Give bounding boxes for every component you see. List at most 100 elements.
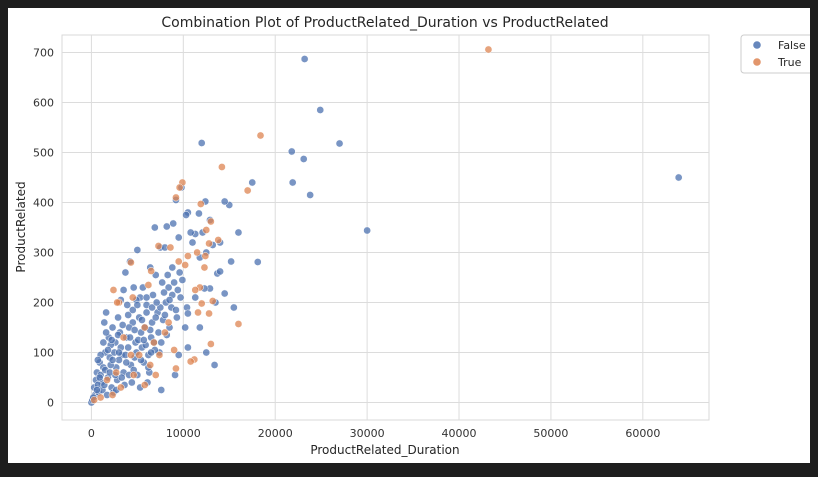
data-point-false	[151, 313, 160, 322]
data-point-false	[184, 309, 192, 318]
data-point-true	[170, 346, 178, 354]
data-point-false	[172, 306, 180, 314]
data-point-true	[193, 248, 201, 257]
data-point-true	[205, 309, 213, 318]
data-point-true	[243, 186, 252, 195]
data-point-false	[108, 323, 117, 332]
y-tick-label: 500	[33, 147, 54, 160]
legend-label-false: False	[778, 39, 806, 52]
data-point-false	[147, 348, 155, 357]
data-point-true	[108, 391, 117, 399]
y-tick-label: 0	[47, 397, 54, 410]
data-point-false	[142, 308, 151, 317]
data-point-false	[287, 147, 296, 156]
data-point-false	[128, 306, 137, 314]
data-point-false	[152, 298, 161, 307]
data-point-false	[169, 219, 178, 228]
x-tick-labels: 0 10000 20000 30000 40000 50000 60000	[88, 427, 660, 440]
data-point-true	[181, 261, 190, 269]
data-point-true	[175, 183, 184, 192]
data-point-true	[172, 193, 180, 202]
data-point-false	[160, 288, 168, 297]
legend-marker-true	[753, 58, 761, 66]
data-point-false	[154, 328, 163, 337]
data-point-true	[186, 357, 195, 366]
data-point-false	[130, 326, 139, 334]
data-point-false	[197, 139, 206, 147]
data-point-true	[128, 293, 137, 302]
data-point-false	[175, 268, 184, 277]
data-point-false	[181, 323, 190, 332]
data-point-false	[102, 308, 110, 317]
data-point-false	[118, 321, 127, 329]
data-point-true	[214, 236, 223, 244]
data-point-true	[96, 393, 105, 402]
x-axis-label: ProductRelated_Duration	[310, 443, 459, 457]
data-point-false	[168, 263, 177, 272]
data-point-false	[299, 155, 308, 163]
data-point-true	[154, 242, 163, 250]
data-point-false	[316, 106, 325, 114]
data-point-false	[170, 278, 178, 287]
y-tick-label: 200	[33, 297, 54, 310]
data-point-false	[234, 228, 243, 237]
chart-title: Combination Plot of ProductRelated_Durat…	[161, 15, 608, 31]
x-tick-label: 10000	[166, 427, 201, 440]
data-point-false	[674, 173, 683, 182]
data-point-true	[164, 318, 173, 327]
data-point-true	[234, 320, 243, 328]
y-tick-labels: 0 100 200 300 400 500 600 700	[33, 47, 54, 410]
data-point-true	[172, 364, 180, 373]
data-point-false	[127, 378, 136, 387]
data-point-true	[103, 376, 111, 384]
data-point-false	[174, 351, 183, 359]
data-points	[87, 45, 683, 407]
data-point-true	[119, 333, 128, 342]
data-point-false	[142, 293, 151, 302]
data-point-true	[127, 258, 135, 267]
y-axis-label: ProductRelated	[14, 181, 28, 272]
data-point-true	[205, 239, 213, 248]
data-point-true	[161, 328, 169, 337]
data-point-true	[218, 163, 226, 171]
data-point-false	[220, 197, 229, 206]
data-point-false	[93, 386, 101, 394]
data-point-true	[140, 323, 149, 332]
data-point-false	[124, 343, 133, 352]
data-point-false	[196, 323, 204, 332]
data-point-false	[157, 338, 166, 347]
data-point-false	[158, 278, 167, 287]
data-point-false	[157, 386, 166, 394]
data-point-false	[176, 293, 185, 302]
data-point-true	[197, 299, 206, 308]
data-point-true	[155, 351, 164, 359]
data-point-false	[210, 361, 219, 369]
legend: False True	[740, 34, 814, 74]
data-point-false	[162, 222, 171, 231]
data-point-true	[90, 396, 99, 404]
x-tick-label: 0	[88, 427, 95, 440]
x-tick-label: 60000	[625, 427, 660, 440]
data-point-false	[227, 257, 235, 266]
data-point-false	[363, 226, 371, 235]
data-point-true	[151, 371, 160, 379]
data-point-true	[201, 252, 210, 260]
data-point-false	[95, 373, 104, 382]
y-tick-label: 600	[33, 97, 54, 110]
data-point-false	[150, 223, 159, 232]
data-point-true	[147, 267, 155, 275]
y-tick-label: 100	[33, 347, 54, 360]
x-tick-label: 50000	[533, 427, 568, 440]
data-point-true	[208, 297, 217, 305]
data-point-false	[191, 293, 200, 302]
data-point-false	[104, 346, 112, 354]
data-point-false	[202, 348, 211, 357]
data-point-true	[140, 381, 149, 389]
data-point-false	[195, 209, 203, 218]
data-point-true	[191, 286, 200, 294]
data-point-true	[146, 361, 155, 369]
data-point-false	[253, 258, 262, 266]
data-point-true	[109, 286, 118, 294]
data-point-false	[335, 139, 344, 148]
data-point-false	[93, 356, 102, 364]
